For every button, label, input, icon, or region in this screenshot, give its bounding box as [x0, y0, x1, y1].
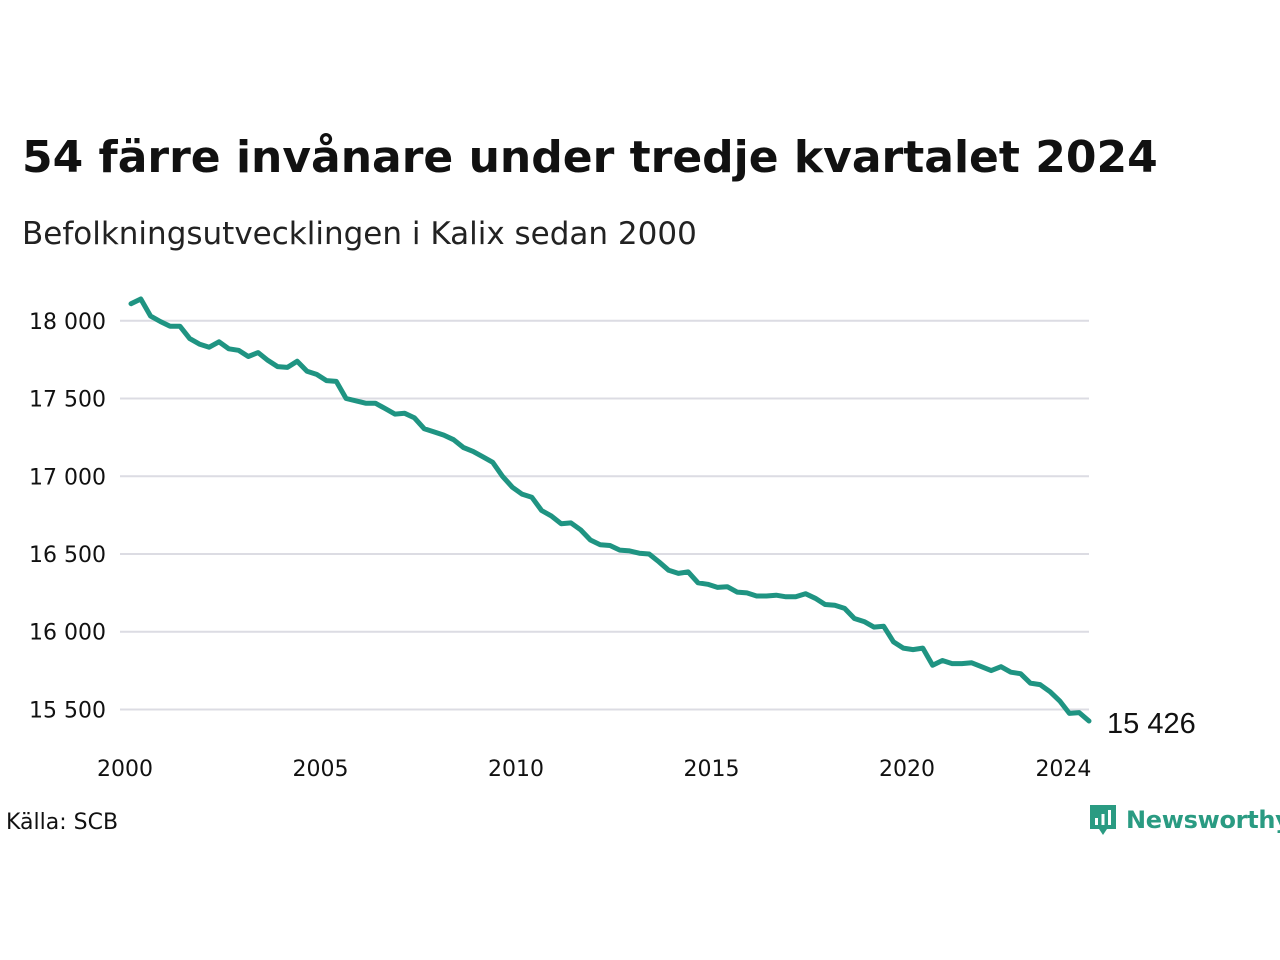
y-tick-label: 15 500 — [29, 698, 106, 723]
x-tick-label: 2010 — [488, 757, 544, 782]
chart-title: 54 färre invånare under tredje kvartalet… — [22, 132, 1158, 183]
newsworthy-logo-icon — [1090, 805, 1116, 835]
x-tick-label: 2015 — [684, 757, 740, 782]
x-tick-label: 2024 — [1035, 757, 1091, 782]
y-tick-label: 16 000 — [29, 621, 106, 646]
y-tick-label: 18 000 — [29, 310, 106, 335]
x-tick-label: 2005 — [293, 757, 349, 782]
population-line — [128, 296, 1092, 724]
source-note: Källa: SCB — [6, 810, 119, 835]
end-value-label: 15 426 — [1107, 708, 1196, 740]
y-tick-label: 17 000 — [29, 465, 106, 490]
grid-lines — [120, 319, 1089, 711]
x-axis-ticks: 2000 2005 2010 2015 2020 2024 — [97, 757, 1091, 782]
brand-name: Newsworthy — [1126, 806, 1280, 834]
y-axis-ticks: 15 500 16 000 16 500 17 000 17 500 18 000 — [29, 310, 106, 724]
x-tick-label: 2000 — [97, 757, 153, 782]
y-tick-label: 17 500 — [29, 388, 106, 413]
brand-logo: Newsworthy — [1088, 803, 1280, 837]
y-tick-label: 16 500 — [29, 543, 106, 568]
x-tick-label: 2020 — [879, 757, 935, 782]
chart-subtitle: Befolkningsutvecklingen i Kalix sedan 20… — [22, 216, 697, 252]
